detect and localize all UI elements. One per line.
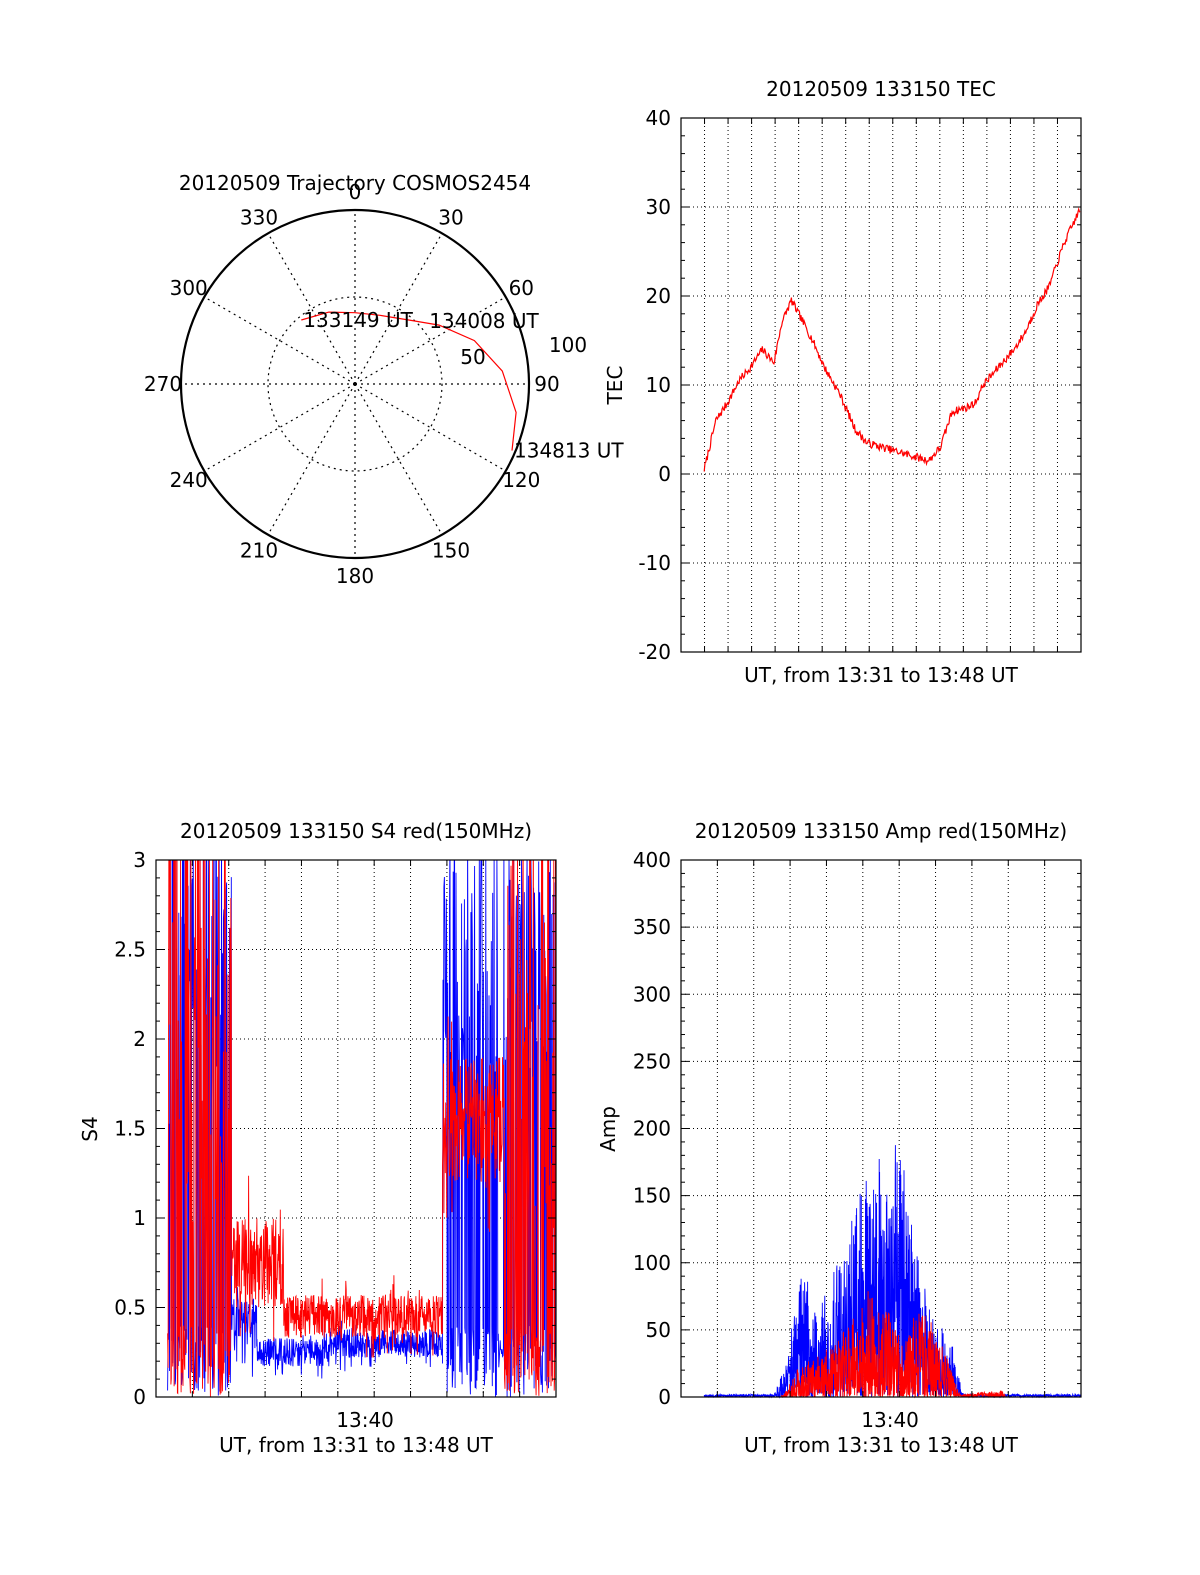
y-tick-label: 300	[633, 982, 671, 1006]
trajectory-time-label: 134813 UT	[514, 439, 624, 463]
s4-ylabel: S4	[78, 1116, 102, 1141]
trajectory-annotations: 133149 UT 134008 UT 134813 UT	[303, 308, 624, 463]
s4-series	[167, 860, 556, 1397]
amp-series-line	[781, 1291, 1007, 1399]
y-tick-label: 100	[633, 1251, 671, 1275]
amp-xlabel: UT, from 13:31 to 13:48 UT	[744, 1433, 1019, 1457]
amp-ylabel: Amp	[596, 1106, 620, 1152]
s4-plot: 20120509 133150 S4 red(150MHz) 0 0.5 1 1.5 2…	[78, 819, 557, 1457]
polar-spoke	[204, 383, 356, 472]
y-tick-label: 40	[646, 106, 671, 130]
s4-series-line	[167, 860, 556, 1397]
azimuth-label: 300	[170, 276, 208, 300]
azimuth-label: 30	[438, 206, 463, 230]
tec-title: 20120509 133150 TEC	[766, 77, 996, 101]
tec-ticks: -20 -10 0 10 20 30 40	[638, 106, 1081, 664]
amp-title: 20120509 133150 Amp red(150MHz)	[695, 819, 1067, 843]
polar-ring-50	[267, 296, 443, 472]
polar-outer-circle	[179, 208, 531, 560]
amp-frame	[680, 859, 1082, 1398]
y-tick-label: -10	[638, 551, 671, 575]
y-tick-label: 400	[633, 848, 671, 872]
trajectory-time-label: 133149 UT	[303, 308, 413, 332]
trajectory-azimuth-labels: 0 30 60 90 120 150 180 210 240 270 300 330	[144, 180, 560, 588]
y-tick-label: 0	[658, 1385, 671, 1409]
azimuth-label: 60	[509, 276, 534, 300]
amp-plot: 20120509 133150 Amp red(150MHz) 0 50 100 15…	[596, 819, 1082, 1457]
y-tick-label: 250	[633, 1049, 671, 1073]
trajectory-grid	[179, 208, 531, 560]
y-tick-label: 350	[633, 915, 671, 939]
amp-series-line	[703, 1145, 1082, 1399]
polar-spoke	[354, 383, 443, 535]
tec-ylabel: TEC	[603, 366, 627, 406]
y-tick-label: 0.5	[114, 1296, 146, 1320]
trajectory-zenith-labels: 50 100	[460, 333, 587, 369]
amp-series	[703, 1145, 1082, 1399]
azimuth-label: 120	[502, 468, 540, 492]
azimuth-label: 330	[240, 206, 278, 230]
y-tick-label: 1	[133, 1206, 146, 1230]
y-tick-label: 50	[646, 1318, 671, 1342]
azimuth-label: 210	[240, 538, 278, 562]
y-tick-label: 200	[633, 1117, 671, 1141]
tec-plot: 20120509 133150 TEC -20 -10 0 10 20 30 40 UT, …	[603, 77, 1082, 687]
y-tick-label: -20	[638, 640, 671, 664]
polar-spoke	[354, 233, 443, 385]
s4-title: 20120509 133150 S4 red(150MHz)	[180, 819, 532, 843]
azimuth-label: 150	[432, 538, 470, 562]
polar-spoke	[267, 383, 356, 535]
y-tick-label: 1.5	[114, 1117, 146, 1141]
azimuth-label: 90	[534, 372, 559, 396]
y-tick-label: 0	[133, 1385, 146, 1409]
polar-spoke	[267, 233, 356, 385]
azimuth-label: 0	[349, 180, 362, 204]
tec-xlabel: UT, from 13:31 to 13:48 UT	[744, 663, 1019, 687]
x-tick-label: 13:40	[861, 1408, 919, 1432]
y-tick-label: 30	[646, 195, 671, 219]
azimuth-label: 240	[170, 468, 208, 492]
polar-spoke	[354, 383, 506, 472]
polar-spoke	[354, 296, 506, 385]
azimuth-label: 270	[144, 372, 182, 396]
tec-series-line	[703, 207, 1081, 472]
y-tick-label: 20	[646, 284, 671, 308]
y-tick-label: 150	[633, 1184, 671, 1208]
s4-xlabel: UT, from 13:31 to 13:48 UT	[219, 1433, 494, 1457]
y-tick-label: 0	[658, 462, 671, 486]
y-tick-label: 10	[646, 373, 671, 397]
trajectory-plot: 20120509 Trajectory COSMOS2454 0 30 60 90 12…	[144, 171, 624, 588]
azimuth-label: 180	[336, 564, 374, 588]
zenith-label: 100	[549, 333, 587, 357]
s4-series-line	[167, 860, 556, 1397]
trajectory-time-label: 134008 UT	[429, 309, 539, 333]
trajectory-line	[301, 311, 517, 451]
x-tick-label: 13:40	[336, 1408, 394, 1432]
polar-spoke	[204, 296, 356, 385]
tec-frame	[680, 117, 1082, 653]
s4-ticks: 0 0.5 1 1.5 2 2.5 3 13:40	[114, 848, 556, 1432]
y-tick-label: 2.5	[114, 938, 146, 962]
tec-grid	[681, 118, 1081, 652]
y-tick-label: 3	[133, 848, 146, 872]
trajectory-title: 20120509 Trajectory COSMOS2454	[179, 171, 531, 195]
y-tick-label: 2	[133, 1027, 146, 1051]
s4-frame	[155, 859, 557, 1398]
